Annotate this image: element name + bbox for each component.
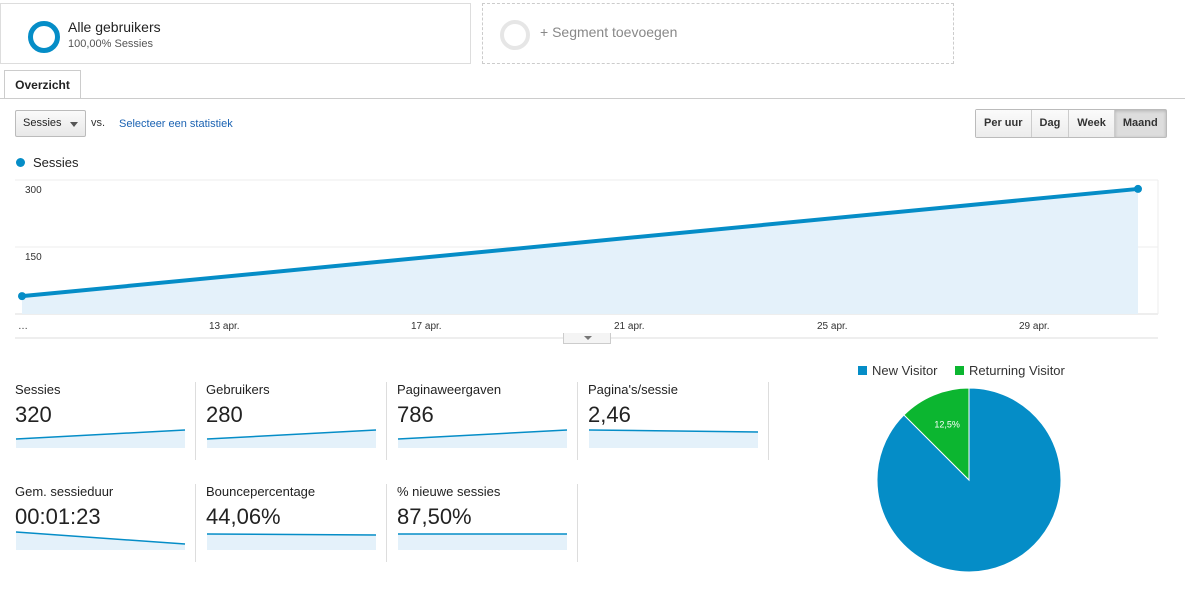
- metric-divider: [195, 382, 196, 460]
- metric-divider: [577, 484, 578, 562]
- granularity-month-button[interactable]: Maand: [1114, 110, 1166, 137]
- segment-all-users[interactable]: Alle gebruikers 100,00% Sessies: [0, 3, 471, 64]
- add-segment-label: + Segment toevoegen: [540, 24, 678, 40]
- y-tick-label-150: 150: [25, 252, 42, 263]
- segment-ring-icon: [28, 21, 60, 53]
- metric-label: Sessies: [15, 382, 61, 397]
- metric-divider: [577, 382, 578, 460]
- metric-label: Gebruikers: [206, 382, 270, 397]
- sparkline-line: [588, 429, 759, 433]
- vs-label: vs.: [91, 117, 106, 129]
- pie-legend-returning-visitor: Returning Visitor: [955, 363, 1065, 378]
- x-tick-label-13apr: 13 apr.: [209, 321, 240, 332]
- metric-sparkline: [206, 533, 377, 550]
- metric-value: 280: [206, 402, 243, 427]
- metric-divider: [768, 382, 769, 460]
- granularity-day-button[interactable]: Dag: [1031, 110, 1070, 137]
- metric-value: 87,50%: [397, 504, 472, 529]
- metric-value: 2,46: [588, 402, 631, 427]
- metric-divider: [195, 484, 196, 562]
- metric-card: Gem. sessieduur 00:01:23: [15, 484, 190, 564]
- sparkline-line: [397, 429, 568, 440]
- metric-select[interactable]: Sessies: [15, 110, 86, 137]
- x-tick-label-29apr: 29 apr.: [1019, 321, 1050, 332]
- metric-sparkline: [398, 533, 567, 550]
- metric-card: % nieuwe sessies 87,50%: [397, 484, 572, 564]
- sparkline-line: [15, 429, 186, 440]
- pie-slice-label: 12,5%: [934, 419, 960, 429]
- select-statistic-link[interactable]: Selecteer een statistiek: [119, 118, 233, 130]
- metric-sparkline: [588, 429, 759, 448]
- legend-swatch-sessies: [16, 158, 25, 167]
- sessions-line-chart: 300 150 … 13 apr. 17 apr. 21 apr. 25 apr…: [15, 179, 1159, 339]
- metric-value: 320: [15, 402, 52, 427]
- chart-collapse-handle[interactable]: [563, 333, 611, 344]
- chevron-down-icon: [584, 336, 592, 340]
- sessions-series-line: [21, 186, 1139, 299]
- sparkline-line: [206, 429, 377, 440]
- metric-sparkline: [15, 531, 186, 550]
- segment-title: Alle gebruikers: [68, 19, 161, 35]
- pie-legend-label-returning: Returning Visitor: [969, 363, 1065, 378]
- sparkline-line: [15, 531, 186, 545]
- sparkline-area: [398, 534, 567, 550]
- metric-divider: [386, 484, 387, 562]
- x-tick-label-0: …: [18, 321, 28, 332]
- sparkline-area: [16, 430, 185, 448]
- granularity-week-button[interactable]: Week: [1069, 110, 1115, 137]
- legend-swatch-new-visitor: [858, 366, 867, 375]
- metric-label: Paginaweergaven: [397, 382, 502, 397]
- metric-sparkline: [15, 429, 186, 448]
- tab-overview[interactable]: Overzicht: [4, 70, 81, 99]
- metric-value: 786: [397, 402, 434, 427]
- sparkline-line: [206, 533, 377, 536]
- x-tick-label-21apr: 21 apr.: [614, 321, 645, 332]
- metric-label: Bouncepercentage: [206, 484, 316, 499]
- sparkline-area: [207, 534, 376, 550]
- metric-label: Gem. sessieduur: [15, 484, 114, 499]
- add-segment-button[interactable]: + Segment toevoegen: [482, 3, 954, 64]
- legend-label-sessies: Sessies: [33, 155, 79, 170]
- sparkline-area: [398, 430, 567, 448]
- metric-card: Sessies 320: [15, 382, 190, 462]
- y-tick-label-300: 300: [25, 185, 42, 196]
- tab-divider: [0, 98, 1185, 99]
- chevron-down-icon: [70, 122, 78, 127]
- pie-legend-new-visitor: New Visitor: [858, 363, 938, 378]
- metric-card: Gebruikers 280: [206, 382, 381, 462]
- pie-slice-label: 87,5%: [1010, 563, 1036, 573]
- x-tick-label-25apr: 25 apr.: [817, 321, 848, 332]
- x-tick-label-17apr: 17 apr.: [411, 321, 442, 332]
- granularity-buttons: Per uur Dag Week Maand: [975, 109, 1167, 138]
- metric-sparkline: [397, 429, 568, 448]
- metric-card: Bouncepercentage 44,06%: [206, 484, 381, 564]
- metric-value: 44,06%: [206, 504, 281, 529]
- pie-slice-new-visitor: [876, 388, 1062, 573]
- metric-sparkline: [206, 429, 377, 448]
- pie-slice-returning-visitor: [903, 388, 970, 482]
- metric-card: Paginaweergaven 786: [397, 382, 572, 462]
- granularity-hour-button[interactable]: Per uur: [976, 110, 1032, 137]
- data-point-start: [18, 292, 26, 301]
- metric-label: Pagina's/sessie: [588, 382, 678, 397]
- sparkline-area: [589, 430, 758, 448]
- metric-label: % nieuwe sessies: [397, 484, 501, 499]
- pie-legend-label-new: New Visitor: [872, 363, 938, 378]
- metric-select-value: Sessies: [23, 117, 62, 129]
- data-point-end: [1134, 184, 1142, 193]
- metric-card: Pagina's/sessie 2,46: [588, 382, 763, 462]
- segment-placeholder-ring-icon: [500, 20, 530, 50]
- sparkline-area: [207, 430, 376, 448]
- legend-swatch-returning-visitor: [955, 366, 964, 375]
- sessions-area-fill: [22, 188, 1138, 314]
- sparkline-area: [16, 532, 185, 550]
- segment-subtitle: 100,00% Sessies: [68, 38, 153, 50]
- metric-value: 00:01:23: [15, 504, 101, 529]
- metric-divider: [386, 382, 387, 460]
- visitor-type-pie-chart: 87,5% 12,5%: [876, 388, 1062, 573]
